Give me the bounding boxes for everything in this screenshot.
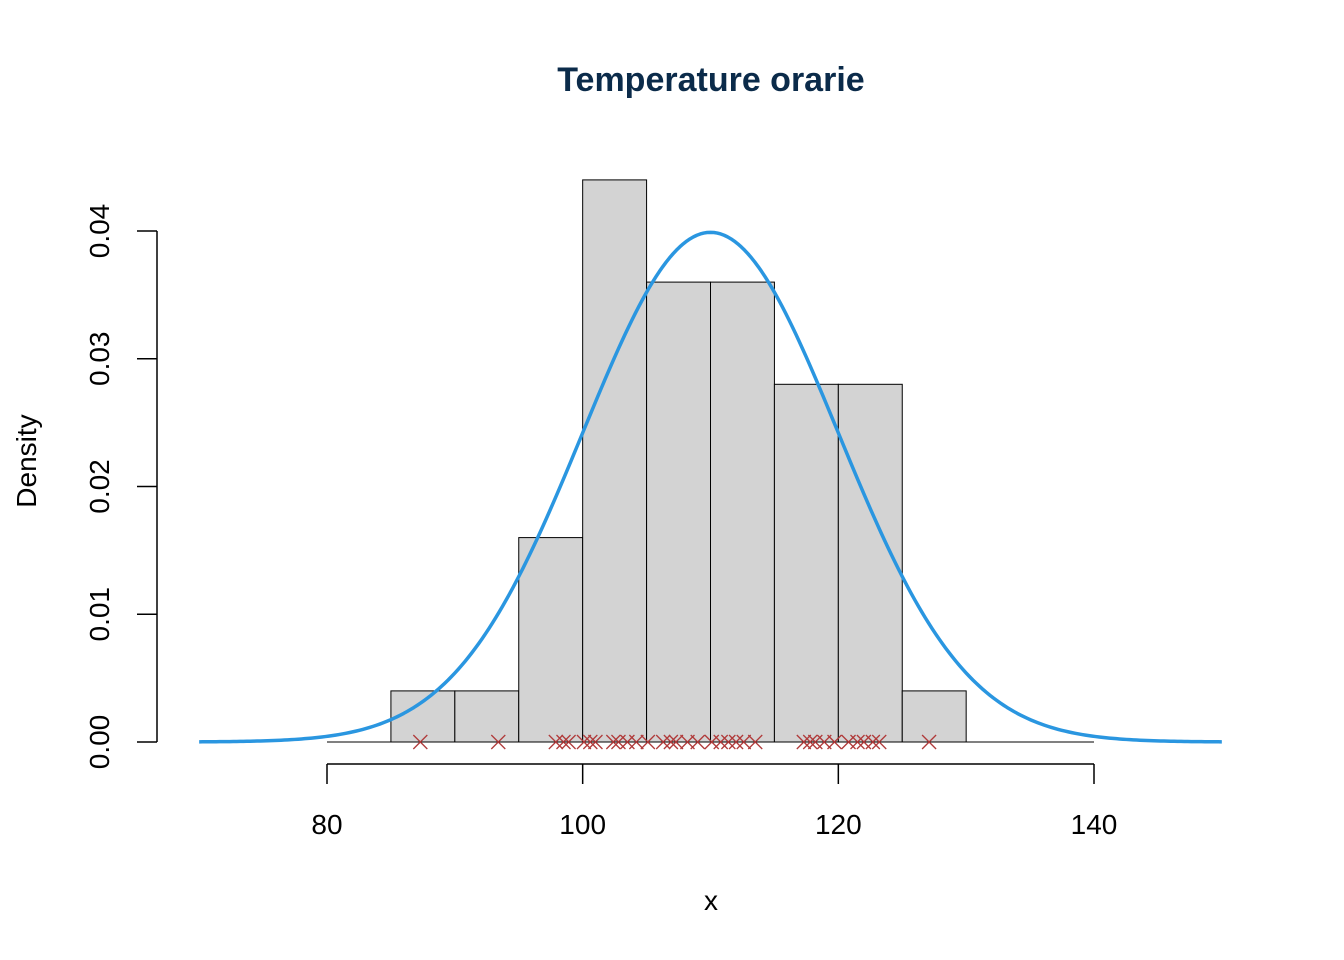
rug-point: [556, 734, 571, 750]
histogram-bar: [710, 281, 775, 743]
rug-point: [587, 734, 603, 750]
rug-point: [582, 734, 598, 750]
rug-point: [720, 734, 736, 750]
rug-point: [736, 734, 752, 750]
histogram-bar: [518, 537, 584, 743]
x-axis-label: x: [704, 885, 718, 916]
histogram-bar: [837, 383, 903, 743]
y-axis: 0.00 0.01 0.02 0.03 0.04: [84, 204, 158, 770]
rug-point: [561, 734, 577, 750]
rug-point: [655, 734, 671, 750]
rug-point: [850, 734, 865, 750]
rug-point: [548, 734, 564, 750]
rug-point: [796, 734, 812, 750]
x-tick-label: 80: [311, 809, 342, 840]
rug-point: [871, 734, 887, 750]
x-tick-label: 140: [1071, 809, 1118, 840]
x-tick-label: 100: [559, 809, 606, 840]
histogram-bars: [327, 179, 1094, 743]
y-tick-label: 0.01: [84, 587, 115, 642]
y-tick-label: 0.04: [84, 204, 115, 259]
x-tick-label: 120: [815, 809, 862, 840]
y-tick-label: 0.03: [84, 332, 115, 387]
rug-point: [921, 734, 937, 750]
rug-point: [490, 734, 506, 750]
histogram-bar: [582, 179, 648, 743]
histogram-bar: [901, 690, 967, 743]
rug-point: [576, 734, 592, 750]
rug-point: [412, 734, 428, 750]
rug-points: [412, 734, 937, 750]
rug-point: [668, 734, 684, 750]
rug-point: [640, 734, 656, 750]
y-tick-label: 0.02: [84, 459, 115, 514]
rug-point: [802, 734, 818, 750]
rug-point: [728, 734, 744, 750]
rug-point: [865, 734, 881, 750]
histogram-bar: [773, 383, 839, 743]
rug-point: [690, 734, 706, 750]
histogram-bar: [646, 281, 711, 743]
rug-point: [747, 734, 763, 750]
y-tick-label: 0.00: [84, 715, 115, 770]
density-curve: [199, 230, 1222, 744]
x-axis: 80 100 120 140: [311, 763, 1118, 840]
rug-point: [628, 734, 644, 750]
chart-title: Temperature orarie: [557, 61, 864, 99]
rug-point: [827, 734, 842, 750]
rug-point: [605, 734, 621, 750]
rug-point: [663, 734, 679, 750]
rug-point: [713, 734, 729, 750]
histogram-bar: [454, 690, 520, 743]
y-axis-label: Density: [11, 414, 42, 507]
